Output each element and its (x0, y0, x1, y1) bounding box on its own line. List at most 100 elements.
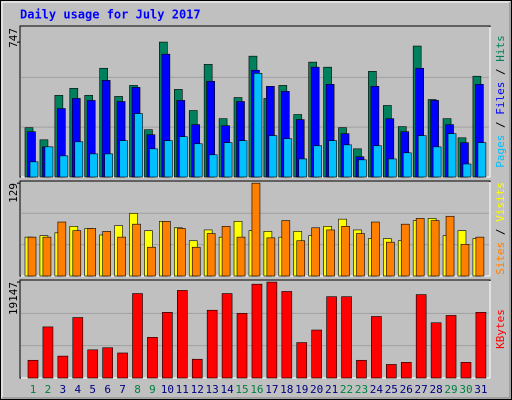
bar (343, 144, 352, 178)
legend-separator: / (494, 222, 507, 242)
bar (149, 148, 158, 178)
bar (27, 236, 37, 277)
x-tick-label: 12 (191, 383, 204, 396)
bar (430, 220, 440, 277)
x-tick-label: 22 (340, 383, 353, 396)
bar (356, 233, 365, 277)
bar (432, 146, 442, 178)
bar (164, 140, 173, 178)
legend-entry: Visits (494, 182, 507, 222)
bar (313, 145, 322, 178)
bar (447, 133, 457, 178)
bar (132, 293, 143, 379)
x-tick-label: 9 (149, 383, 156, 396)
legend-entry: Hits (494, 35, 507, 62)
bar (281, 220, 291, 277)
bar (268, 135, 278, 178)
x-tick-label: 23 (355, 383, 368, 396)
legend-entry: Sites (494, 242, 507, 275)
bar (371, 221, 380, 277)
bar (475, 312, 487, 379)
bar (117, 236, 126, 277)
bar (179, 136, 188, 178)
bar (477, 142, 487, 178)
bar (177, 228, 186, 277)
bar (57, 221, 67, 277)
bar (147, 246, 156, 277)
x-tick-label: 26 (400, 383, 413, 396)
bar (238, 140, 248, 178)
legend: KBytes (494, 309, 507, 349)
bar (27, 359, 39, 379)
bar (400, 362, 412, 379)
bar (208, 154, 218, 178)
bar (191, 358, 203, 379)
bar (311, 227, 320, 277)
bar (119, 140, 128, 178)
bar (371, 316, 382, 379)
bar (283, 138, 293, 178)
bar (42, 236, 52, 277)
bar (134, 113, 143, 178)
x-tick-label: 11 (176, 383, 189, 396)
bar (251, 283, 263, 379)
bar (132, 223, 141, 277)
bar (191, 246, 201, 277)
bar (87, 228, 97, 277)
bar (236, 236, 246, 277)
bar (460, 362, 472, 379)
bar (72, 317, 84, 379)
bar (326, 229, 335, 277)
bar (221, 293, 233, 379)
bar (373, 145, 382, 178)
legend-separator: / (494, 62, 507, 82)
x-tick-label: 19 (295, 383, 308, 396)
bar (193, 143, 203, 178)
bar (117, 352, 128, 379)
bar (296, 342, 308, 379)
bar (89, 153, 99, 178)
bar (281, 291, 293, 379)
bar (104, 153, 113, 178)
bar (42, 326, 54, 379)
bar (251, 182, 261, 277)
legend-entry: KBytes (494, 309, 507, 349)
bar (415, 294, 427, 379)
x-tick-label: 2 (45, 383, 52, 396)
bar (402, 152, 412, 178)
bar (253, 73, 263, 178)
bar (72, 230, 82, 277)
legend-entry: Pages (494, 135, 507, 168)
bar (102, 231, 111, 277)
bar (206, 309, 218, 379)
x-tick-label: 30 (459, 383, 472, 396)
bar (400, 223, 410, 277)
bar (87, 349, 99, 379)
bar (102, 347, 113, 379)
y-max-label: 19147 (7, 282, 20, 315)
x-tick-label: 3 (60, 383, 67, 396)
bar (298, 158, 308, 178)
y-max-label: 129 (7, 183, 20, 203)
bar (221, 226, 231, 277)
x-tick-label: 28 (429, 383, 442, 396)
bar (445, 215, 455, 277)
bar (266, 237, 276, 277)
bar (386, 241, 395, 277)
x-tick-label: 16 (250, 383, 263, 396)
bar (460, 244, 470, 277)
bar (236, 313, 248, 379)
x-tick-label: 13 (206, 383, 219, 396)
bar (162, 221, 171, 277)
x-tick-label: 5 (89, 383, 96, 396)
bar (59, 155, 69, 178)
bar (341, 296, 352, 379)
x-tick-label: 31 (474, 383, 487, 396)
bar (162, 312, 173, 379)
bar (326, 296, 337, 379)
x-tick-label: 29 (444, 383, 457, 396)
bar (296, 240, 306, 277)
bar (415, 218, 425, 277)
